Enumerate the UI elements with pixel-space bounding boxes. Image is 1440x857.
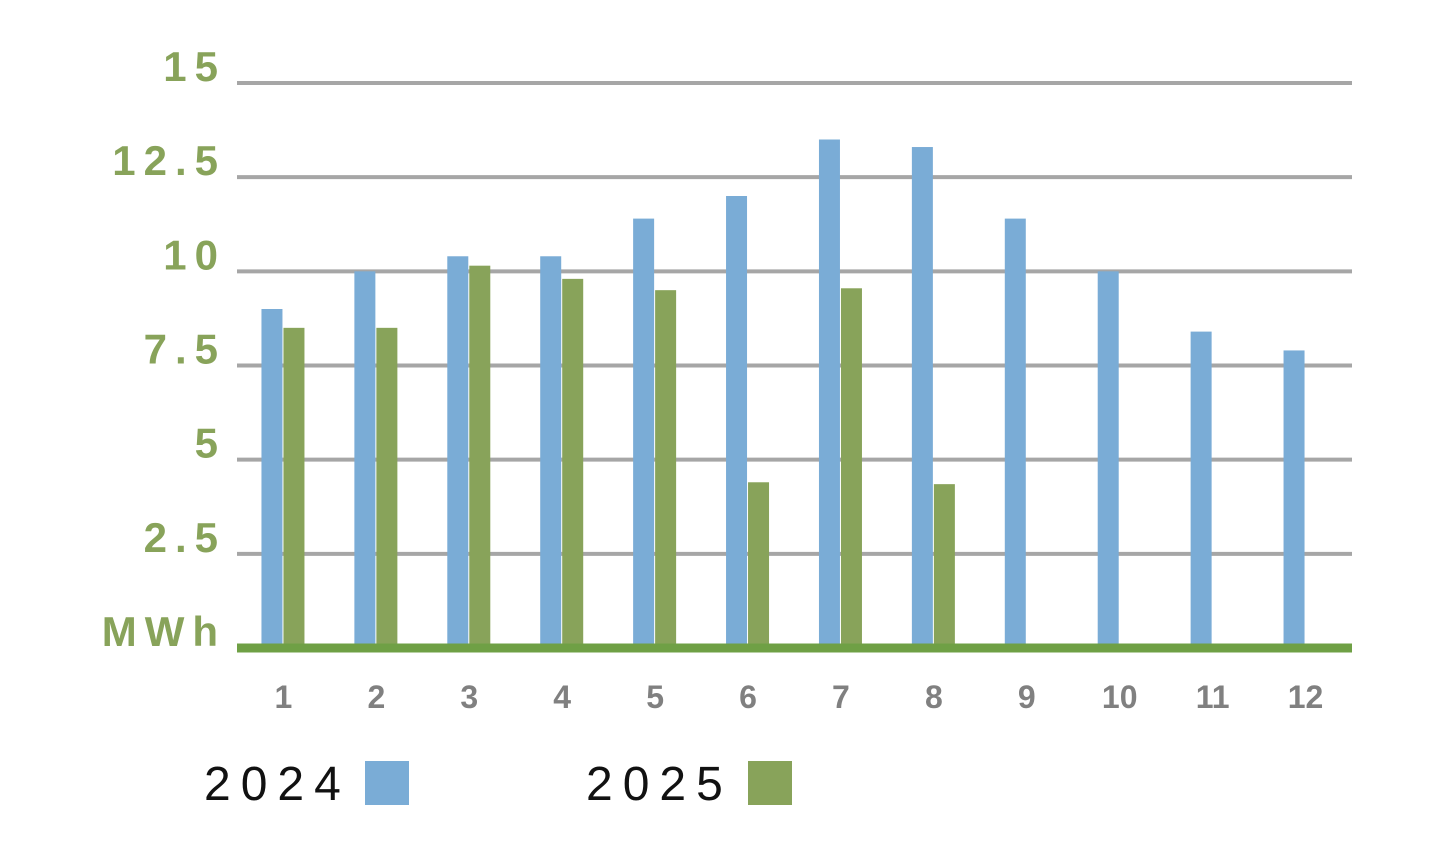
y-tick-label: 10 xyxy=(163,231,226,278)
x-tick-label: 12 xyxy=(1288,679,1324,715)
bar-2024-7 xyxy=(818,139,840,648)
bar-2025-2 xyxy=(376,327,398,648)
legend-swatch-2025 xyxy=(748,761,792,805)
bar-2024-3 xyxy=(447,256,469,648)
x-tick-label: 5 xyxy=(646,679,664,715)
x-tick-label: 11 xyxy=(1196,679,1230,715)
y-axis-tick-labels: MWh 2.5 5 7.5 10 12.5 15 xyxy=(102,43,226,655)
y-tick-label: 7.5 xyxy=(144,326,226,373)
bar-2024-10 xyxy=(1097,271,1119,648)
legend-label-2025: 2025 xyxy=(586,758,733,811)
x-tick-label: 1 xyxy=(275,679,293,715)
bar-2024-11 xyxy=(1190,331,1212,648)
bar-2024-5 xyxy=(633,218,655,648)
bar-2025-4 xyxy=(562,278,584,648)
bar-2024-9 xyxy=(1004,218,1026,648)
gridlines xyxy=(237,81,1352,556)
bar-2024-1 xyxy=(261,309,283,648)
y-tick-label: 12.5 xyxy=(112,137,226,184)
bar-2025-6 xyxy=(748,482,770,648)
x-tick-label: 10 xyxy=(1102,679,1138,715)
y-tick-label: 15 xyxy=(163,43,226,90)
y-tick-label: 2.5 xyxy=(144,514,226,561)
bar-2024-6 xyxy=(726,196,748,648)
y-tick-label: 5 xyxy=(195,420,226,467)
bar-2024-12 xyxy=(1283,350,1305,648)
bars xyxy=(261,139,1305,649)
legend-label-2024: 2024 xyxy=(204,758,351,811)
bar-2024-2 xyxy=(354,271,376,648)
legend: 2024 2025 xyxy=(204,758,792,811)
bar-2025-5 xyxy=(655,290,677,648)
bar-2025-8 xyxy=(933,484,955,648)
x-tick-label: 3 xyxy=(460,679,478,715)
y-tick-label: MWh xyxy=(102,608,226,655)
x-tick-label: 4 xyxy=(553,679,571,715)
x-tick-label: 6 xyxy=(739,679,757,715)
x-tick-label: 2 xyxy=(367,679,385,715)
bar-2024-8 xyxy=(911,147,933,649)
bar-2025-7 xyxy=(840,288,862,648)
x-tick-label: 8 xyxy=(925,679,943,715)
legend-swatch-2024 xyxy=(365,761,409,805)
x-tick-label: 7 xyxy=(832,679,850,715)
bar-2024-4 xyxy=(540,256,562,648)
x-tick-label: 9 xyxy=(1018,679,1036,715)
bar-2025-1 xyxy=(283,327,305,648)
bar-2025-3 xyxy=(469,265,491,648)
x-axis-tick-labels: 1 2 3 4 5 6 7 8 9 10 11 12 xyxy=(275,679,1324,715)
